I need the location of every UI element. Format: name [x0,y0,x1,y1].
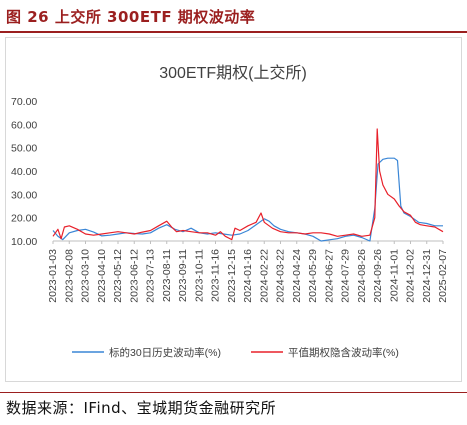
x-axis: 2023-01-03 2023-02-08 2023-03-10 2023-04-10… [47,240,449,303]
x-tick-label: 2023-02-08 [63,249,75,303]
x-tick-label: 2023-07-13 [145,249,157,303]
x-tick-label: 2023-01-03 [47,249,59,303]
x-tick-label: 2024-12-02 [405,249,417,303]
x-tick-label: 2023-12-15 [226,249,238,303]
figure-title: 图 26 上交所 300ETF 期权波动率 [6,8,256,26]
x-tick-label: 2025-02-07 [437,249,449,303]
y-tick-label: 10.00 [11,236,37,248]
y-tick-label: 40.00 [11,166,37,178]
title-rule [0,31,467,33]
legend-item-hv-label: 标的30日历史波动率(%) [109,346,221,359]
x-tick-label: 2024-01-16 [242,249,254,303]
x-tick-label: 2024-04-24 [291,249,303,303]
source-rule [0,392,467,393]
x-tick-label: 2023-10-11 [193,249,205,302]
y-tick-label: 20.00 [11,213,37,225]
x-tick-label: 2024-05-29 [307,249,319,303]
chart-title: 300ETF期权(上交所) [159,64,307,82]
x-tick-label: 2024-08-26 [356,249,368,303]
x-tick-label: 2023-09-11 [177,249,189,302]
y-tick-label: 60.00 [11,119,37,131]
x-tick-label: 2024-09-26 [372,249,384,303]
x-tick-label: 2023-03-10 [80,249,92,303]
x-tick-label: 2024-06-27 [323,249,335,303]
series-layer [52,128,444,242]
x-tick-label: 2024-03-22 [275,249,287,303]
y-tick-label: 70.00 [11,96,37,108]
y-tick-label: 30.00 [11,189,37,201]
source-note: 数据来源：IFind、宝城期货金融研究所 [6,399,277,417]
x-tick-label: 2024-02-22 [258,249,270,303]
iv-series-line [52,128,444,241]
hv-series-line [52,157,443,242]
x-tick-label: 2024-07-29 [340,249,352,303]
volatility-chart: 300ETF期权(上交所) 70.00 60.00 50.00 40.00 30.00 2… [11,64,449,359]
x-tick-label: 2024-11-01 [388,249,400,302]
legend-item-iv-label: 平值期权隐含波动率(%) [288,346,399,359]
legend: 标的30日历史波动率(%) 平值期权隐含波动率(%) [72,346,399,359]
chart-panel: 300ETF期权(上交所) 70.00 60.00 50.00 40.00 30.00 2… [5,37,462,382]
x-tick-label: 2023-08-11 [161,249,173,302]
x-tick-label: 2023-11-16 [210,249,222,302]
x-tick-label: 2023-06-12 [128,249,140,303]
x-tick-label: 2024-12-31 [421,249,433,303]
y-axis: 70.00 60.00 50.00 40.00 30.00 20.00 10.00 [11,96,37,248]
x-tick-label: 2023-04-10 [96,249,108,303]
x-tick-label: 2023-05-12 [112,249,124,303]
y-tick-label: 50.00 [11,143,37,155]
